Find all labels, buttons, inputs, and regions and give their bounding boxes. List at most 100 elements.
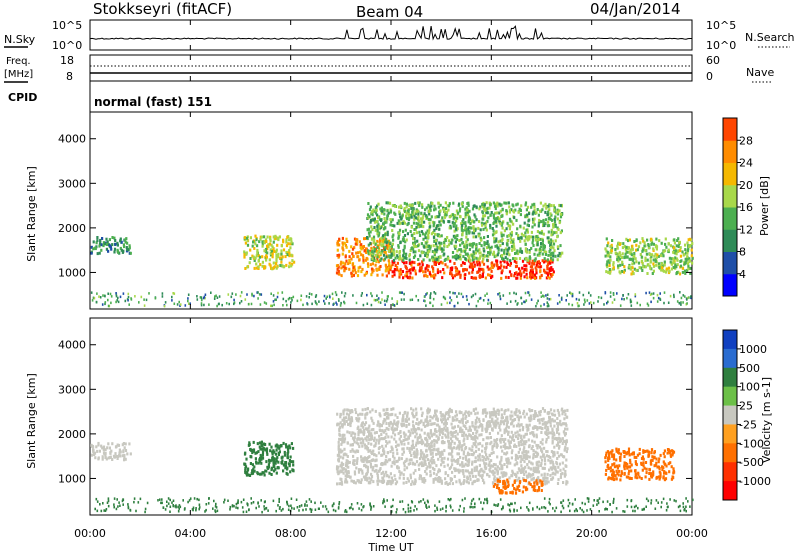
- echo-cell: [566, 294, 568, 297]
- echo-cell: [463, 475, 466, 479]
- echo-cell: [657, 296, 660, 300]
- echo-cell: [536, 240, 539, 244]
- echo-cell: [430, 444, 433, 448]
- echo-cell: [386, 460, 389, 464]
- echo-cell: [116, 248, 119, 252]
- echo-cell: [367, 249, 370, 253]
- echo-cell: [105, 457, 108, 461]
- echo-cell: [534, 410, 537, 413]
- echo-cell: [675, 252, 678, 256]
- echo-cell: [530, 298, 533, 301]
- echo-cell: [429, 419, 432, 423]
- echo-cell: [453, 262, 456, 265]
- echo-cell: [393, 211, 396, 215]
- echo-cell: [267, 245, 270, 249]
- echo-cell: [553, 424, 556, 428]
- echo-cell: [532, 449, 535, 453]
- echo-cell: [114, 452, 117, 456]
- echo-cell: [559, 244, 562, 248]
- echo-cell: [414, 212, 417, 216]
- echo-cell: [464, 224, 467, 228]
- echo-cell: [351, 443, 354, 447]
- echo-cell: [608, 268, 611, 271]
- echo-cell: [359, 412, 362, 416]
- echo-cell: [431, 451, 434, 455]
- echo-cell: [557, 212, 560, 216]
- echo-cell: [101, 455, 104, 459]
- echo-cell: [532, 466, 535, 470]
- echo-cell: [406, 437, 409, 441]
- echo-cell: [292, 295, 295, 299]
- echo-cell: [459, 275, 462, 279]
- echo-cell: [476, 249, 479, 253]
- echo-cell: [250, 302, 253, 306]
- echo-cell: [398, 205, 401, 209]
- echo-cell: [540, 462, 543, 465]
- echo-cell: [485, 221, 488, 225]
- echo-cell: [364, 421, 368, 425]
- echo-cell: [458, 440, 461, 444]
- echo-cell: [477, 473, 480, 477]
- echo-cell: [491, 261, 494, 265]
- power-echoes: [90, 201, 694, 308]
- echo-cell: [435, 417, 438, 421]
- echo-cell: [537, 470, 540, 474]
- echo-cell: [373, 436, 376, 440]
- echo-cell: [461, 463, 464, 466]
- echo-cell: [541, 442, 544, 446]
- echo-cell: [533, 208, 536, 212]
- echo-cell: [275, 257, 278, 261]
- echo-cell: [496, 253, 499, 257]
- echo-cell: [500, 271, 503, 275]
- echo-cell: [488, 432, 491, 435]
- echo-cell: [672, 266, 675, 269]
- echo-cell: [652, 262, 655, 266]
- echo-cell: [489, 213, 492, 217]
- echo-cell: [393, 260, 396, 264]
- echo-cell: [497, 431, 500, 435]
- echo-cell: [464, 250, 467, 254]
- echo-cell: [667, 248, 670, 252]
- echo-cell: [489, 267, 492, 271]
- echo-cell: [536, 230, 539, 233]
- echo-cell: [635, 268, 638, 272]
- echo-cell: [505, 212, 508, 216]
- echo-cell: [468, 433, 471, 437]
- echo-cell: [342, 261, 345, 265]
- echo-cell: [384, 237, 387, 241]
- echo-cell: [543, 409, 546, 413]
- power-ylabel: Slant Range [km]: [25, 166, 38, 262]
- echo-cell: [270, 445, 273, 449]
- echo-cell: [428, 245, 431, 248]
- echo-cell: [470, 253, 473, 257]
- echo-cell: [496, 417, 499, 421]
- echo-cell: [388, 244, 391, 248]
- echo-cell: [426, 420, 429, 423]
- echo-cell: [446, 429, 449, 433]
- echo-cell: [376, 471, 379, 475]
- echo-cell: [529, 416, 532, 420]
- echo-cell: [650, 237, 653, 241]
- freq-tick-high: 18: [60, 54, 74, 67]
- echo-cell: [559, 231, 562, 235]
- echo-cell: [509, 446, 512, 449]
- echo-cell: [359, 265, 362, 269]
- echo-cell: [432, 459, 435, 462]
- echo-cell: [338, 253, 341, 257]
- echo-cell: [552, 454, 555, 458]
- echo-cell: [470, 471, 473, 475]
- echo-cell: [447, 433, 450, 437]
- echo-cell: [452, 224, 455, 228]
- echo-cell: [422, 214, 425, 218]
- echo-cell: [386, 255, 390, 259]
- echo-cell: [354, 242, 357, 246]
- echo-cell: [687, 238, 690, 242]
- echo-cell: [499, 209, 502, 213]
- echo-cell: [397, 236, 400, 240]
- echo-cell: [472, 250, 475, 254]
- colorbar-tick-label: 8: [739, 246, 746, 259]
- echo-cell: [544, 270, 547, 274]
- echo-cell: [687, 244, 690, 248]
- echo-cell: [416, 450, 419, 453]
- echo-cell: [126, 248, 129, 251]
